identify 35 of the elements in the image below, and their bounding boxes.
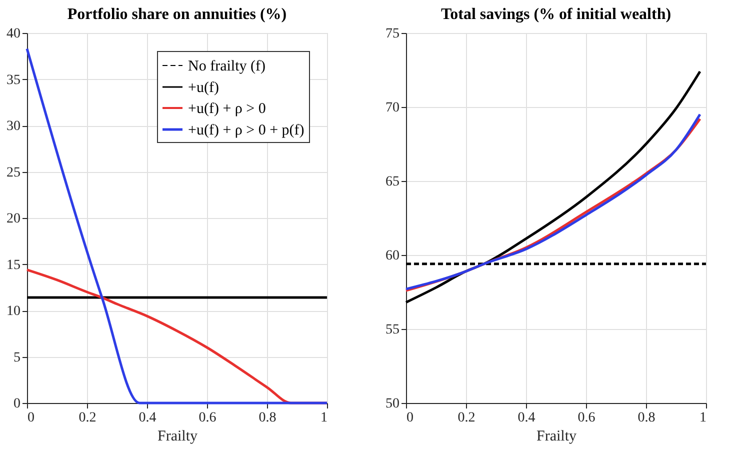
legend-label: +u(f) + ρ > 0 bbox=[188, 101, 266, 117]
x-tick-label: 0.4 bbox=[138, 410, 156, 426]
x-tick-label: 0.8 bbox=[258, 410, 276, 426]
chart-title: Portfolio share on annuities (%) bbox=[67, 6, 287, 23]
y-tick-label: 70 bbox=[386, 100, 400, 116]
x-tick-label: 1 bbox=[700, 410, 706, 426]
x-tick-label: 0.6 bbox=[198, 410, 216, 426]
y-tick-label: 0 bbox=[14, 396, 20, 412]
x-axis-title: Frailty bbox=[158, 428, 198, 444]
legend-label: +u(f) + ρ > 0 + p(f) bbox=[188, 122, 304, 138]
y-tick-label: 30 bbox=[6, 119, 20, 134]
y-tick-label: 25 bbox=[6, 165, 20, 180]
x-tick-label: 0 bbox=[28, 410, 34, 426]
x-tick-label: 0 bbox=[406, 410, 414, 426]
chart-title: Total savings (% of initial wealth) bbox=[440, 6, 672, 23]
x-tick-label: 0.8 bbox=[638, 410, 656, 426]
y-tick-label: 15 bbox=[6, 258, 20, 273]
y-tick-label: 10 bbox=[6, 304, 20, 319]
y-tick-label: 20 bbox=[6, 212, 20, 226]
y-tick-label: 5 bbox=[14, 350, 20, 366]
legend-label: +u(f) bbox=[188, 80, 219, 96]
legend-label: No frailty (f) bbox=[188, 58, 266, 74]
y-tick-label: 40 bbox=[6, 26, 20, 42]
y-tick-label: 50 bbox=[386, 396, 400, 412]
y-tick-label: 55 bbox=[386, 322, 400, 338]
x-tick-label: 0.6 bbox=[578, 410, 596, 426]
y-tick-label: 35 bbox=[6, 72, 20, 88]
x-tick-label: 0.4 bbox=[518, 410, 536, 426]
y-tick-label: 65 bbox=[386, 174, 400, 190]
y-tick-label: 60 bbox=[386, 248, 400, 264]
y-tick-label: 75 bbox=[386, 26, 400, 42]
x-axis-title: Frailty bbox=[536, 428, 577, 444]
x-tick-label: 1 bbox=[320, 410, 328, 426]
x-tick-label: 0.2 bbox=[78, 410, 96, 426]
x-tick-label: 0.2 bbox=[458, 410, 476, 426]
